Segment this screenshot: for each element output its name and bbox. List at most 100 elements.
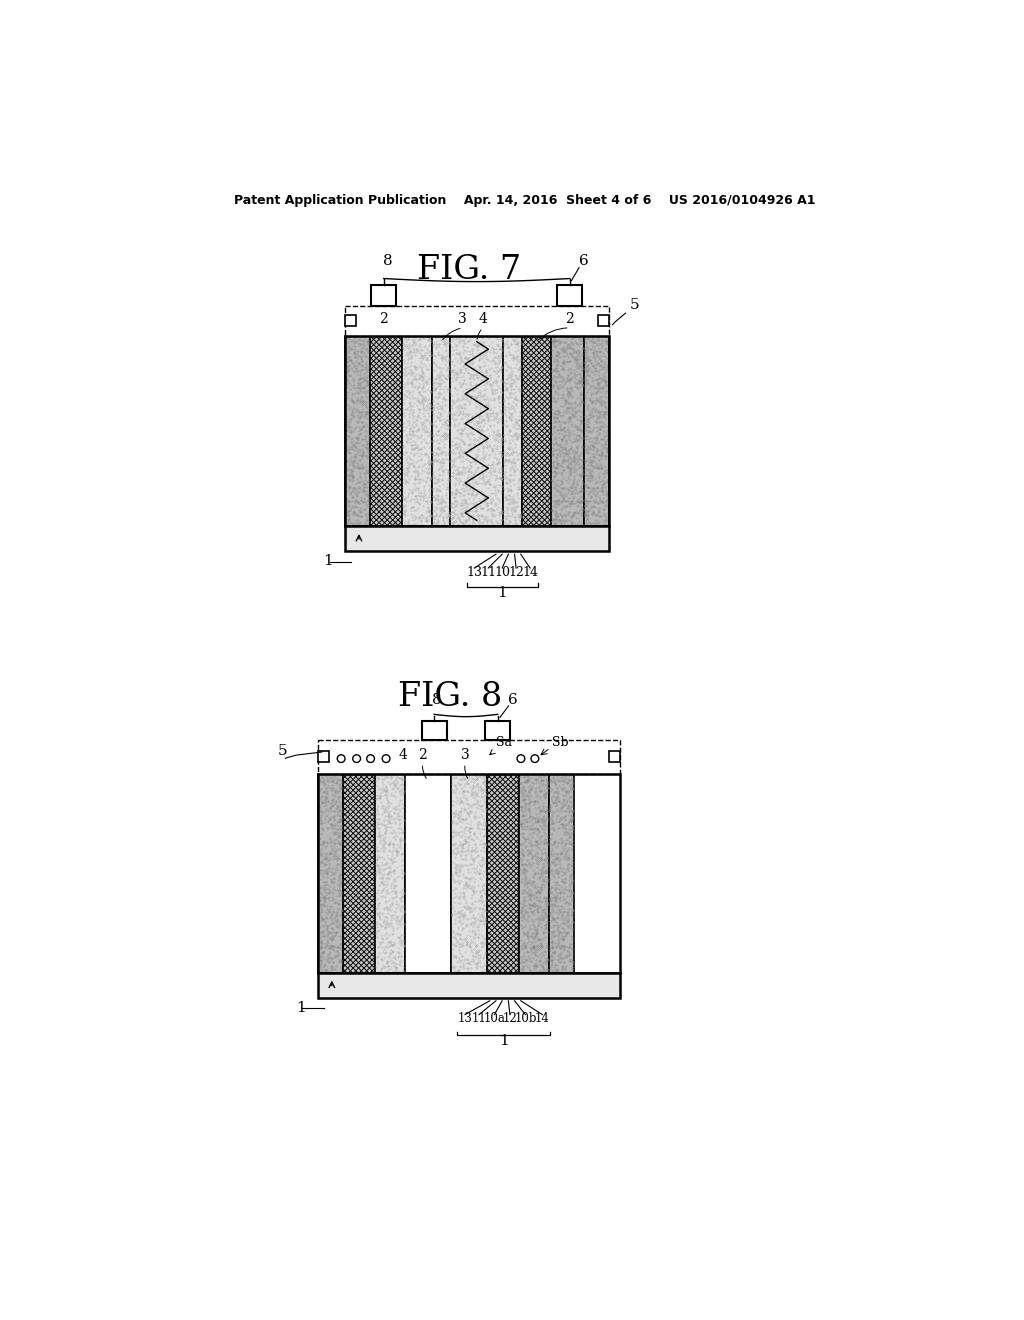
Point — [464, 779, 480, 800]
Point — [599, 391, 615, 412]
Point — [547, 886, 563, 907]
Point — [340, 364, 356, 385]
Point — [494, 330, 510, 351]
Point — [503, 366, 519, 387]
Point — [354, 434, 371, 455]
Point — [350, 428, 367, 449]
Point — [354, 457, 371, 478]
Point — [556, 789, 572, 810]
Point — [482, 491, 499, 512]
Point — [559, 783, 575, 804]
Point — [493, 503, 509, 524]
Point — [403, 421, 420, 442]
Point — [588, 444, 604, 465]
Point — [551, 510, 567, 531]
Point — [488, 352, 505, 374]
Point — [352, 403, 369, 424]
Point — [527, 774, 544, 795]
Point — [325, 822, 341, 843]
Point — [510, 424, 526, 445]
Point — [563, 424, 580, 445]
Point — [418, 347, 434, 368]
Point — [545, 477, 561, 498]
Point — [542, 770, 558, 791]
Point — [500, 480, 516, 502]
Point — [430, 484, 446, 506]
Point — [385, 908, 401, 929]
Point — [386, 876, 402, 898]
Point — [546, 428, 562, 449]
Point — [422, 437, 438, 458]
Point — [456, 330, 472, 351]
Point — [413, 424, 429, 445]
Point — [465, 430, 481, 451]
Point — [471, 907, 487, 928]
Point — [570, 355, 587, 376]
Point — [475, 498, 492, 519]
Point — [522, 961, 539, 982]
Point — [500, 388, 516, 409]
Point — [407, 356, 423, 378]
Point — [389, 777, 406, 799]
Point — [578, 488, 594, 510]
Point — [540, 921, 556, 942]
Point — [410, 389, 426, 411]
Point — [584, 401, 600, 422]
Point — [476, 383, 493, 404]
Point — [396, 458, 413, 479]
Point — [552, 512, 568, 533]
Point — [439, 409, 456, 430]
Point — [360, 430, 377, 451]
Point — [561, 459, 578, 480]
Point — [566, 445, 583, 466]
Point — [574, 359, 591, 380]
Point — [558, 455, 574, 477]
Point — [592, 418, 608, 440]
Point — [426, 473, 442, 494]
Point — [433, 364, 450, 385]
Point — [547, 337, 563, 358]
Point — [312, 935, 329, 956]
Point — [413, 469, 429, 490]
Point — [347, 490, 364, 511]
Point — [469, 783, 485, 804]
Point — [319, 920, 336, 941]
Point — [435, 425, 452, 446]
Point — [376, 847, 392, 869]
Point — [419, 395, 435, 416]
Point — [446, 347, 463, 368]
Point — [340, 342, 356, 363]
Point — [556, 869, 572, 890]
Point — [411, 392, 427, 413]
Point — [432, 490, 449, 511]
Point — [402, 428, 419, 449]
Point — [588, 360, 604, 381]
Point — [360, 502, 377, 523]
Point — [558, 829, 574, 850]
Point — [353, 412, 370, 433]
Point — [374, 865, 390, 886]
Point — [427, 385, 443, 407]
Point — [436, 492, 453, 513]
Point — [552, 937, 568, 958]
Point — [437, 389, 454, 411]
Point — [507, 408, 523, 429]
Point — [534, 843, 550, 865]
Point — [434, 442, 451, 463]
Point — [514, 949, 530, 970]
Point — [570, 494, 587, 515]
Point — [584, 449, 600, 470]
Point — [453, 347, 469, 368]
Point — [395, 896, 412, 917]
Point — [459, 474, 475, 495]
Point — [322, 883, 338, 904]
Point — [342, 366, 358, 387]
Point — [450, 903, 466, 924]
Point — [584, 496, 600, 517]
Point — [515, 818, 531, 840]
Point — [501, 342, 517, 363]
Text: 5: 5 — [630, 298, 640, 313]
Point — [344, 513, 360, 535]
Point — [503, 397, 519, 418]
Point — [456, 822, 472, 843]
